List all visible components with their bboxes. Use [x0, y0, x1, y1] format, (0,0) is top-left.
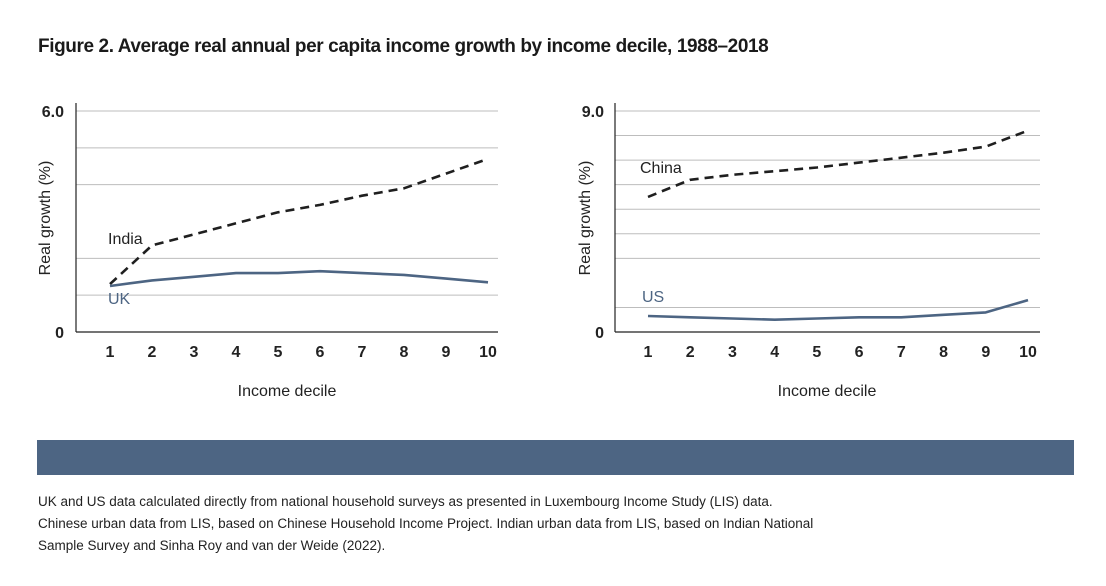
x-tick-label: 1	[106, 344, 115, 361]
x-tick-label: 3	[728, 344, 737, 361]
y-axis-title: Real growth (%)	[37, 161, 54, 276]
y-tick-label: 6.0	[42, 104, 64, 121]
x-tick-label: 4	[232, 344, 241, 361]
series-label-india: India	[108, 231, 143, 248]
x-axis-title: Income decile	[238, 383, 337, 400]
x-tick-label: 5	[812, 344, 821, 361]
x-tick-label: 9	[981, 344, 990, 361]
x-tick-label: 8	[939, 344, 948, 361]
x-tick-label: 10	[1019, 344, 1037, 361]
chart-china-us: 0 9.0 1 2 3 4 5 6 7 8 9 10 Income decile Real growth …	[577, 103, 1040, 400]
x-tick-label: 2	[686, 344, 695, 361]
x-tick-label: 7	[897, 344, 906, 361]
series-label-uk: UK	[108, 291, 131, 308]
x-axis-title: Income decile	[778, 383, 877, 400]
x-tick-label: 10	[479, 344, 497, 361]
y-tick-label: 0	[55, 325, 64, 342]
y-axis-title: Real growth (%)	[577, 161, 594, 276]
series-line-india	[109, 157, 489, 286]
series-line-china	[647, 129, 1029, 199]
x-tick-label: 7	[358, 344, 367, 361]
x-tick-label: 1	[644, 344, 653, 361]
x-tick-label: 9	[442, 344, 451, 361]
y-tick-label: 9.0	[582, 104, 604, 121]
series-label-us: US	[642, 289, 664, 306]
figure-title: Figure 2. Average real annual per capita…	[38, 36, 769, 57]
x-tick-label: 4	[770, 344, 779, 361]
y-tick-label: 0	[595, 325, 604, 342]
x-tick-label: 6	[316, 344, 325, 361]
x-tick-label: 6	[855, 344, 864, 361]
chart-india-uk: 0 6.0 1 2 3 4 5 6 7 8 9 10 Income decile Real growth …	[37, 103, 498, 400]
x-tick-label: 8	[400, 344, 409, 361]
series-line-uk	[109, 269, 489, 288]
x-tick-label: 3	[190, 344, 199, 361]
x-tick-label: 5	[274, 344, 283, 361]
series-label-china: China	[640, 160, 682, 177]
series-line-us	[647, 298, 1029, 322]
color-band	[37, 440, 1074, 475]
x-tick-label: 2	[148, 344, 157, 361]
source-note: UK and US data calculated directly from …	[38, 494, 814, 553]
